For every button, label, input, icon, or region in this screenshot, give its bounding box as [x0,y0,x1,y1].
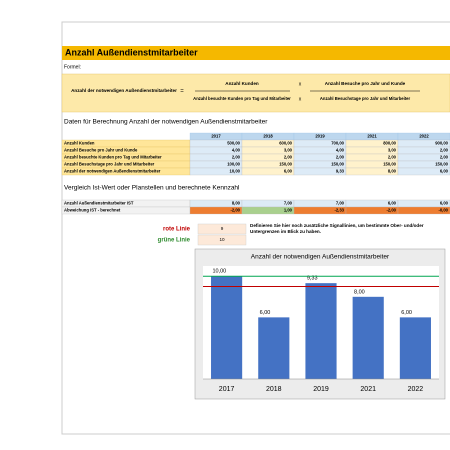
times: x [299,96,302,102]
cell-value: 4,00 [336,148,345,153]
bar [258,317,290,379]
column-header: 2022 [419,134,429,139]
x-tick-label: 2019 [313,386,329,393]
cell-value: 150,00 [435,162,448,167]
numerator: Anzahl Besuche pro Jahr und Kunde [325,81,406,86]
table-heading: Daten für Berechnung Anzahl der notwendi… [64,119,268,126]
data-label: 9,33 [307,276,318,282]
bar [211,276,243,379]
cell-value: 500,00 [227,141,240,146]
row-label: Anzahl der notwendigen Außendienstmitarb… [64,169,161,174]
cell-value: -2,33 [334,208,344,213]
note-box: Definieren Sie hier noch zusätzliche Sig… [250,223,424,234]
cell-value: 10,00 [230,169,241,174]
denominator: Anzahl Besuchstage pro Jahr und Mitarbei… [320,96,411,101]
x-tick-label: 2017 [219,386,235,393]
formula-label: Formel: [64,64,81,70]
cell-value: 8,00 [388,169,397,174]
input-cell[interactable] [197,234,247,246]
row-label: Abweichung IST - berechnet [64,208,121,213]
green-line-label: grüne Linie [158,238,191,244]
column-header: 2018 [263,134,273,139]
cell-value: 8,00 [232,201,241,206]
cell-value: 800,00 [383,141,396,146]
row-label: Anzahl Besuchstage pro Jahr und Mitarbei… [64,162,155,167]
times: x [299,81,302,87]
cell-value: 2,00 [388,155,397,160]
column-header: 2021 [367,134,377,139]
green-line-value: 10 [219,237,225,242]
data-label: 10,00 [212,269,226,275]
x-tick-label: 2021 [360,386,376,393]
cell-value: -2,00 [386,208,396,213]
x-tick-label: 2018 [266,386,282,393]
x-tick-label: 2022 [408,386,424,393]
bar [352,296,384,379]
comparison-heading: Vergleich Ist-Wert oder Planstellen und … [64,185,240,192]
cell-value: 600,00 [279,141,292,146]
formula-box [61,73,450,113]
cell-value: 150,00 [383,162,396,167]
cell-value: 7,00 [284,201,293,206]
title: Anzahl Außendienstmitarbeiter [65,47,198,57]
cell-value: -0,00 [438,208,448,213]
cell-value: 6,00 [388,201,397,206]
cell-value: 6,00 [440,201,449,206]
row-label: Anzahl Außendienstmitarbeiter IST [64,201,134,206]
equals: = [180,89,184,95]
bar [305,283,337,379]
cell-value: 9,33 [336,169,345,174]
cell-value: 700,00 [331,141,344,146]
cell-value: 150,00 [279,162,292,167]
title-bar [62,46,450,60]
cell-value: 2,00 [440,155,449,160]
cell-value: 2,00 [440,148,449,153]
cell-value: 4,00 [232,148,241,153]
column-header: 2017 [211,134,221,139]
data-label: 6,00 [401,310,412,316]
cell-value: 2,00 [232,155,241,160]
data-label: 8,00 [354,289,365,295]
row-label: Anzahl Kunden [64,141,95,146]
denominator: Anzahl besuchte Kunden pro Tag und Mitar… [193,96,291,101]
cell-value: 6,00 [284,169,293,174]
cell-value: 2,00 [284,155,293,160]
row-label: Anzahl Besuche pro Jahr und Kunde [64,148,138,153]
chart-title: Anzahl der notwendigen Außendienstmitarb… [251,254,390,261]
cell-value: 6,00 [440,169,449,174]
cell-value: 900,00 [435,141,448,146]
cell-value: 3,00 [284,148,293,153]
cell-value: 7,00 [336,201,345,206]
column-header: 2019 [315,134,325,139]
value-cell [397,206,450,215]
input-cell[interactable] [197,223,247,235]
data-label: 6,00 [260,310,271,316]
numerator: Anzahl Kunden [225,81,259,86]
bar [399,317,431,379]
value-cell [397,167,450,176]
cell-value: 100,00 [227,162,240,167]
row-label: Anzahl besuchte Kunden pro Tag und Mitar… [64,155,162,160]
red-line-label: rote Linie [163,227,191,233]
cell-value: 150,00 [331,162,344,167]
cell-value: 3,00 [388,148,397,153]
lines-note: Definieren Sie hier noch zusätzliche Sig… [250,223,424,234]
red-line-value: 9 [221,226,224,231]
cell-value: -2,00 [230,208,240,213]
cell-value: 1,00 [284,208,293,213]
cell-value: 2,00 [336,155,345,160]
formula-result: Anzahl der notwendigen Außendienstmitarb… [71,88,177,93]
